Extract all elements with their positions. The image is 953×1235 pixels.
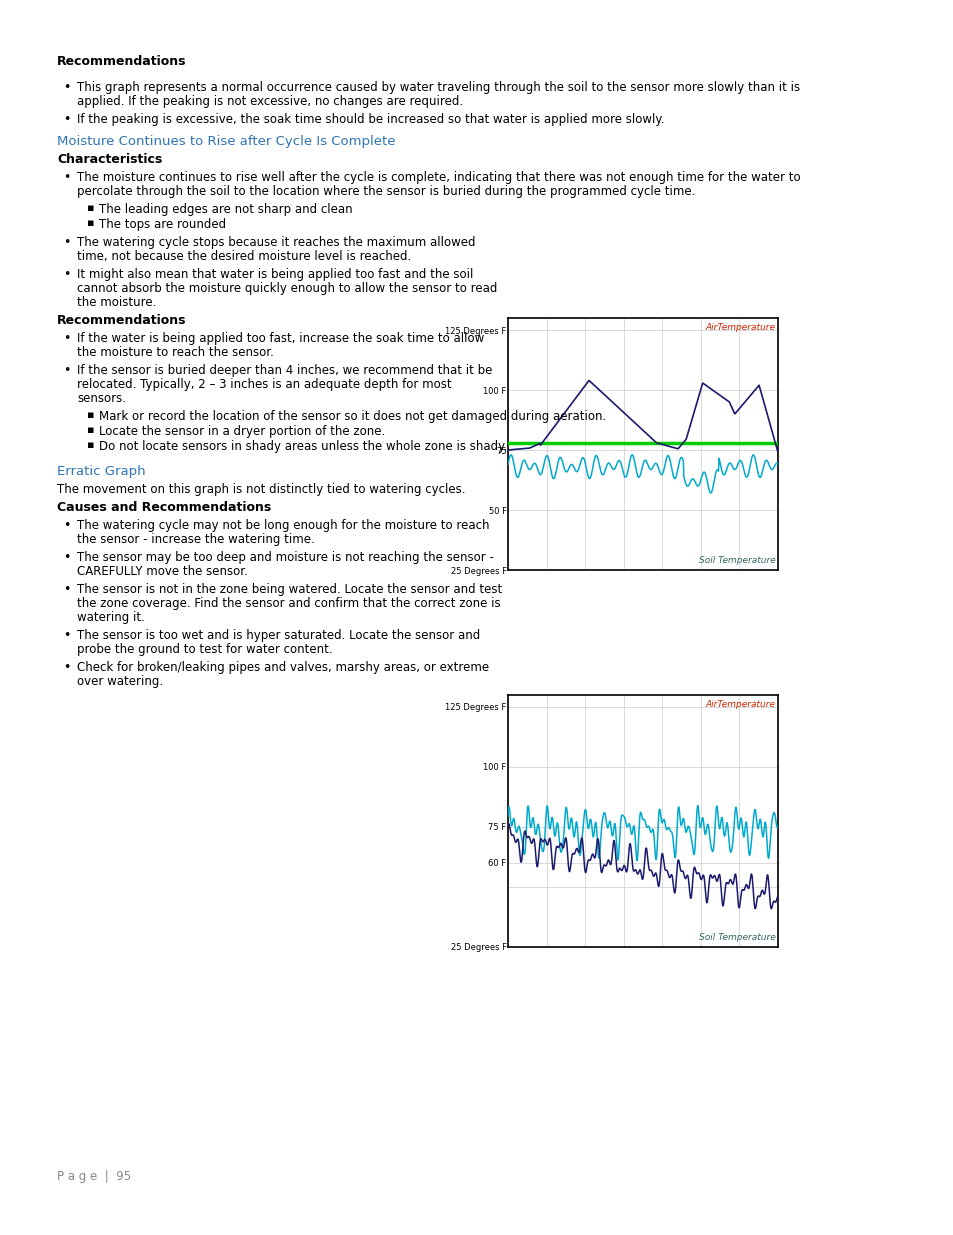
Text: If the sensor is buried deeper than 4 inches, we recommend that it be: If the sensor is buried deeper than 4 in… [77, 364, 492, 377]
Text: •: • [63, 519, 71, 532]
Text: AirTemperature: AirTemperature [704, 324, 775, 332]
Text: Locate the sensor in a dryer portion of the zone.: Locate the sensor in a dryer portion of … [99, 425, 385, 438]
Text: •: • [63, 661, 71, 674]
Text: Do not locate sensors in shady areas unless the whole zone is shady.: Do not locate sensors in shady areas unl… [99, 440, 507, 453]
Text: It might also mean that water is being applied too fast and the soil: It might also mean that water is being a… [77, 268, 473, 282]
Text: watering it.: watering it. [77, 611, 145, 624]
Text: over watering.: over watering. [77, 676, 163, 688]
Text: P a g e  |  95: P a g e | 95 [57, 1170, 131, 1183]
Text: percolate through the soil to the location where the sensor is buried during the: percolate through the soil to the locati… [77, 185, 695, 198]
Text: •: • [63, 332, 71, 345]
Text: ▪: ▪ [87, 203, 94, 212]
Text: time, not because the desired moisture level is reached.: time, not because the desired moisture l… [77, 249, 411, 263]
Text: The sensor may be too deep and moisture is not reaching the sensor -: The sensor may be too deep and moisture … [77, 551, 494, 564]
Text: The leading edges are not sharp and clean: The leading edges are not sharp and clea… [99, 203, 353, 216]
Text: Moisture Continues to Rise after Cycle Is Complete: Moisture Continues to Rise after Cycle I… [57, 135, 395, 148]
Text: The movement on this graph is not distinctly tied to watering cycles.: The movement on this graph is not distin… [57, 483, 465, 496]
Text: CAREFULLY move the sensor.: CAREFULLY move the sensor. [77, 564, 248, 578]
Text: relocated. Typically, 2 – 3 inches is an adequate depth for most: relocated. Typically, 2 – 3 inches is an… [77, 378, 451, 391]
Text: Mark or record the location of the sensor so it does not get damaged during aera: Mark or record the location of the senso… [99, 410, 605, 424]
Text: This graph represents a normal occurrence caused by water traveling through the : This graph represents a normal occurrenc… [77, 82, 800, 94]
Text: Erratic Graph: Erratic Graph [57, 466, 146, 478]
Text: The tops are rounded: The tops are rounded [99, 219, 226, 231]
Text: The watering cycle stops because it reaches the maximum allowed: The watering cycle stops because it reac… [77, 236, 475, 249]
Text: The watering cycle may not be long enough for the moisture to reach: The watering cycle may not be long enoug… [77, 519, 489, 532]
Text: Characteristics: Characteristics [57, 153, 162, 165]
Text: •: • [63, 268, 71, 282]
Text: applied. If the peaking is not excessive, no changes are required.: applied. If the peaking is not excessive… [77, 95, 462, 107]
Text: cannot absorb the moisture quickly enough to allow the sensor to read: cannot absorb the moisture quickly enoug… [77, 282, 497, 295]
Text: the zone coverage. Find the sensor and confirm that the correct zone is: the zone coverage. Find the sensor and c… [77, 597, 500, 610]
Text: probe the ground to test for water content.: probe the ground to test for water conte… [77, 643, 333, 656]
Text: ▪: ▪ [87, 219, 94, 228]
Text: •: • [63, 236, 71, 249]
Text: •: • [63, 629, 71, 642]
Text: •: • [63, 112, 71, 126]
Text: The sensor is too wet and is hyper saturated. Locate the sensor and: The sensor is too wet and is hyper satur… [77, 629, 479, 642]
Text: The sensor is not in the zone being watered. Locate the sensor and test: The sensor is not in the zone being wate… [77, 583, 501, 597]
Text: Causes and Recommendations: Causes and Recommendations [57, 501, 271, 514]
Text: the moisture to reach the sensor.: the moisture to reach the sensor. [77, 346, 274, 359]
Text: Check for broken/leaking pipes and valves, marshy areas, or extreme: Check for broken/leaking pipes and valve… [77, 661, 489, 674]
Text: •: • [63, 551, 71, 564]
Text: sensors.: sensors. [77, 391, 126, 405]
Text: •: • [63, 82, 71, 94]
Text: If the peaking is excessive, the soak time should be increased so that water is : If the peaking is excessive, the soak ti… [77, 112, 664, 126]
Text: AirTemperature: AirTemperature [704, 700, 775, 709]
Text: Recommendations: Recommendations [57, 56, 186, 68]
Text: If the water is being applied too fast, increase the soak time to allow: If the water is being applied too fast, … [77, 332, 484, 345]
Text: Recommendations: Recommendations [57, 314, 186, 327]
Text: Soil Temperature: Soil Temperature [698, 932, 775, 942]
Text: •: • [63, 583, 71, 597]
Text: the sensor - increase the watering time.: the sensor - increase the watering time. [77, 534, 314, 546]
Text: ▪: ▪ [87, 440, 94, 450]
Text: •: • [63, 364, 71, 377]
Text: The moisture continues to rise well after the cycle is complete, indicating that: The moisture continues to rise well afte… [77, 170, 800, 184]
Text: •: • [63, 170, 71, 184]
Text: the moisture.: the moisture. [77, 296, 156, 309]
Text: ▪: ▪ [87, 425, 94, 435]
Text: ▪: ▪ [87, 410, 94, 420]
Text: Soil Temperature: Soil Temperature [698, 556, 775, 564]
